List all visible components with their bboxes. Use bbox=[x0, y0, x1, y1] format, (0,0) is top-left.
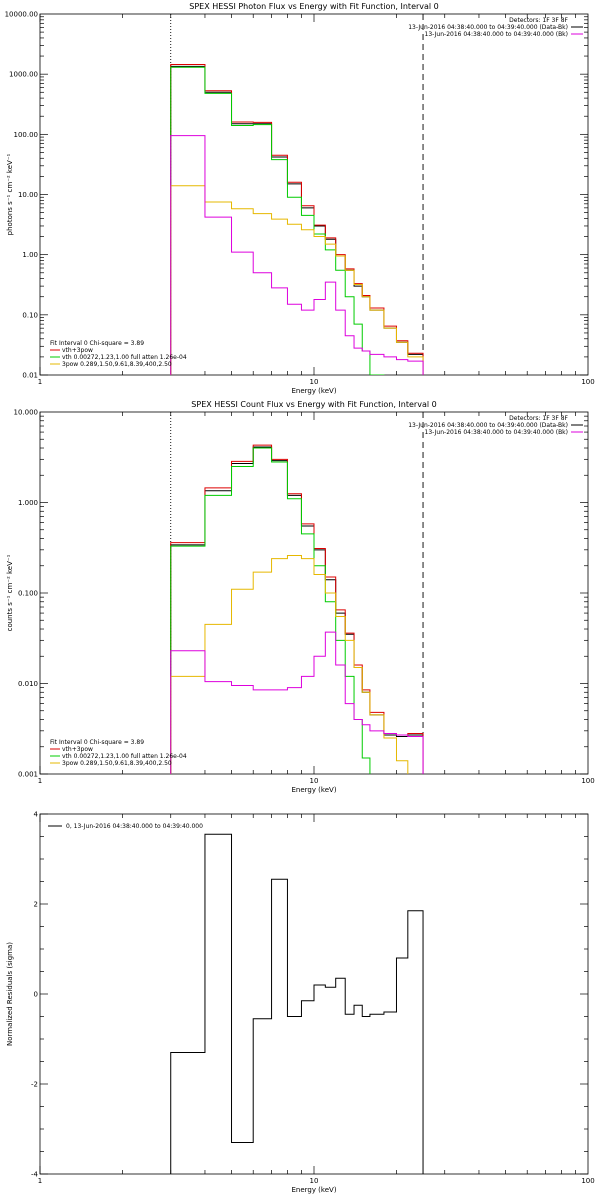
legend-text: 3pow 0.289,1.50,9.61,8.39,400,2.50 bbox=[62, 760, 172, 767]
series-line-5 bbox=[170, 135, 424, 375]
series-line-3 bbox=[170, 66, 424, 375]
y-tick-label: 4 bbox=[34, 811, 39, 819]
plot-frame bbox=[39, 13, 589, 376]
chart-panel-3: 1 10 100 -4 -2 0 2 4 Energy (keV) Normalized Resi… bbox=[6, 811, 595, 1195]
x-axis-label: Energy (keV) bbox=[291, 786, 336, 794]
series-line-1 bbox=[170, 65, 424, 375]
y-tick-label: 2 bbox=[34, 901, 38, 909]
x-tick-label: 10 bbox=[310, 777, 319, 785]
x-axis-label: Energy (keV) bbox=[291, 1186, 336, 1194]
legend-text: vth 0.00272,1.23,1.00 full atten 1.26e-0… bbox=[62, 753, 187, 760]
y-tick-label: 0.10 bbox=[22, 311, 38, 319]
y-axis-label: photons s⁻¹ cm⁻² keV⁻¹ bbox=[6, 153, 14, 235]
x-tick-label: 100 bbox=[581, 378, 594, 386]
y-tick-label: 0.100 bbox=[18, 590, 38, 598]
y-tick-label: 0.010 bbox=[18, 680, 38, 688]
header-text: 13-Jun-2016 04:38:40.000 to 04:39:40.000… bbox=[425, 31, 568, 38]
x-axis-label: Energy (keV) bbox=[291, 387, 336, 395]
y-tick-label: 100.00 bbox=[14, 131, 39, 139]
y-tick-label: 0.001 bbox=[18, 771, 38, 779]
x-tick-label: 1 bbox=[38, 777, 42, 785]
legend-text: vth 0.00272,1.23,1.00 full atten 1.26e-0… bbox=[62, 354, 187, 361]
legend-text: 0, 13-Jun-2016 04:38:40.000 to 04:39:40.… bbox=[66, 823, 203, 830]
x-tick-label: 100 bbox=[581, 777, 594, 785]
x-tick-label: 10 bbox=[310, 378, 319, 386]
y-tick-label: 10.00 bbox=[18, 191, 38, 199]
y-tick-label: 10000.00 bbox=[5, 11, 38, 19]
y-axis-label: Normalized Residuals (sigma) bbox=[6, 942, 14, 1046]
y-tick-label: 1.00 bbox=[22, 251, 38, 259]
series-line-2 bbox=[170, 63, 424, 375]
y-tick-label: 0 bbox=[34, 991, 38, 999]
y-tick-label: 0.01 bbox=[22, 372, 38, 380]
header-text: Detectors: 1F 3F 8F bbox=[509, 17, 568, 24]
x-tick-label: 1 bbox=[38, 1177, 42, 1185]
series-line-5 bbox=[170, 631, 424, 774]
chart-title: SPEX HESSI Photon Flux vs Energy with Fi… bbox=[189, 2, 439, 11]
y-tick-label: -4 bbox=[31, 1171, 39, 1179]
header-text: 13-Jun-2016 04:38:40.000 to 04:39:40.000… bbox=[425, 429, 568, 436]
x-tick-label: 10 bbox=[310, 1177, 319, 1185]
plot-frame bbox=[39, 411, 589, 775]
x-tick-label: 100 bbox=[581, 1177, 594, 1185]
chart-title: SPEX HESSI Count Flux vs Energy with Fit… bbox=[191, 400, 436, 409]
y-axis-label: counts s⁻¹ cm⁻² keV⁻¹ bbox=[6, 554, 14, 631]
header-text: Detectors: 1F 3F 8F bbox=[509, 415, 568, 422]
series-line-3 bbox=[170, 447, 424, 774]
y-tick-label: -2 bbox=[31, 1081, 38, 1089]
series-line-1 bbox=[170, 446, 424, 774]
series-line-2 bbox=[170, 444, 424, 774]
series-line-4 bbox=[170, 554, 424, 774]
chart-panel-2: 1 10 100 0.001 0.010 0.100 1.000 10.000 SPEX HES… bbox=[6, 400, 595, 794]
legend-text: Fit Interval 0 Chi-square = 3.89 bbox=[50, 340, 144, 347]
header-text: 13-Jun-2016 04:38:40.000 to 04:39:40.000… bbox=[408, 24, 568, 31]
series-line-4 bbox=[170, 185, 424, 375]
legend-text: vth+3pow bbox=[62, 746, 93, 753]
y-tick-label: 10.000 bbox=[14, 409, 39, 417]
y-tick-label: 1.000 bbox=[18, 499, 38, 507]
chart-panel-1: 1 10 100 0.01 0.10 1.00 10.00 100.00 1000.00 1000… bbox=[5, 2, 595, 395]
legend-text: 3pow 0.289,1.50,9.61,8.39,400,2.50 bbox=[62, 361, 172, 368]
series-line-1 bbox=[170, 833, 424, 1174]
header-text: 13-Jun-2016 04:38:40.000 to 04:39:40.000… bbox=[408, 422, 568, 429]
legend-text: Fit Interval 0 Chi-square = 3.89 bbox=[50, 739, 144, 746]
x-tick-label: 1 bbox=[38, 378, 42, 386]
y-tick-label: 1000.00 bbox=[9, 71, 38, 79]
legend-text: vth+3pow bbox=[62, 347, 93, 354]
